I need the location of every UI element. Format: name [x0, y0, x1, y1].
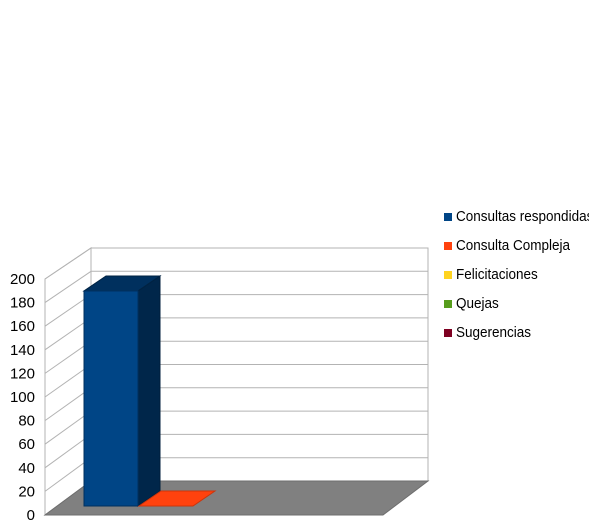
y-tick-label: 160: [10, 318, 35, 335]
y-tick-label: 180: [10, 295, 35, 312]
y-tick-label: 120: [10, 365, 35, 382]
bars: [82, 275, 217, 507]
y-tick-label: 140: [10, 342, 35, 359]
y-tick-label: 20: [18, 483, 35, 500]
legend-item: Felicitaciones: [444, 260, 589, 289]
legend-item: Consultas respondidas: [444, 202, 589, 231]
y-tick-label: 60: [18, 436, 35, 453]
gridline-side: [44, 317, 92, 351]
bar-consultas-respondidas: [82, 275, 162, 507]
y-tick-label: 40: [18, 460, 35, 477]
gridline-side: [44, 340, 92, 374]
legend-item: Quejas: [444, 289, 589, 318]
y-tick-label: 80: [18, 413, 35, 430]
legend-item: Consulta Compleja: [444, 231, 589, 260]
y-tick-label: 100: [10, 389, 35, 406]
legend-swatch: [444, 328, 452, 337]
gridline-side: [44, 294, 92, 327]
legend-label: Consulta Compleja: [456, 237, 571, 254]
gridline-side: [44, 270, 92, 304]
legend-swatch: [444, 270, 452, 279]
legend-label: Consultas respondidas: [456, 208, 589, 225]
gridline-side: [44, 387, 92, 422]
y-axis-ticks: 0 20 40 60 80 100 120 140 160 180 200: [10, 271, 35, 521]
legend-swatch: [444, 241, 452, 250]
bar-consulta-compleja: [137, 490, 217, 507]
legend-swatch: [444, 212, 452, 221]
legend-swatch: [444, 299, 452, 308]
legend-label: Quejas: [456, 295, 499, 312]
gridline-side: [44, 410, 92, 445]
legend-item: Sugerencias: [444, 318, 589, 347]
legend-label: Felicitaciones: [456, 266, 538, 283]
gridline-side: [44, 247, 92, 280]
legend: Consultas respondidas Consulta Compleja Fe…: [444, 202, 589, 347]
gridline-side: [44, 433, 92, 469]
y-tick-label: 0: [27, 507, 35, 521]
gridline-side: [44, 364, 92, 398]
gridline-side: [44, 457, 92, 492]
legend-label: Sugerencias: [456, 324, 532, 341]
y-tick-label: 200: [10, 271, 35, 288]
